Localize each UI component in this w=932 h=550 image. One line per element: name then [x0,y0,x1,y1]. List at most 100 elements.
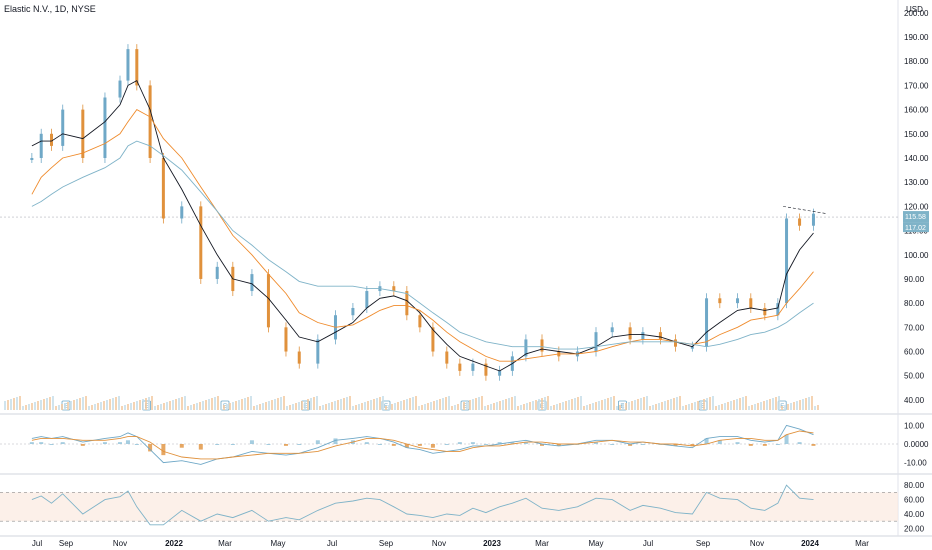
volume-bar [199,402,201,410]
volume-bar [94,404,96,410]
time-tick-label: Mar [535,539,549,548]
volume-bar [580,396,582,410]
volume-bar [367,401,369,410]
macd-histogram-bar [39,442,44,444]
volume-bar [187,406,189,410]
volume-bar [790,403,792,410]
rsi-tick-label: 80.00 [904,481,925,490]
volume-bar [151,396,153,410]
volume-bar [46,398,48,410]
volume-bar [13,398,15,410]
macd-histogram-bar [283,444,288,446]
macd-histogram-bar [797,442,802,444]
volume-bar [631,401,633,410]
candle-body [431,327,435,352]
volume-bar [721,404,723,410]
volume-bar [397,402,399,410]
volume-bar [7,400,9,410]
time-tick-label: 2023 [483,539,501,548]
volume-bar [421,405,423,410]
volume-bar [658,403,660,410]
macd-histogram-bar [658,444,663,445]
candle-body [458,363,462,371]
volume-bar [484,406,486,410]
time-tick-label: Sep [59,539,74,548]
volume-bar [169,401,171,410]
volume-bar [109,399,111,410]
macd-histogram-bar [510,442,515,444]
volume-bar [799,400,801,410]
volume-bar [220,406,222,410]
volume-bar [298,402,300,410]
volume-bar [166,402,168,410]
volume-bar [445,397,447,410]
volume-bar [547,396,549,410]
volume-bar [247,397,249,410]
time-tick-label: Nov [113,539,127,548]
macd-histogram-bar [430,444,435,448]
volume-bar [229,403,231,410]
volume-bar [67,402,69,410]
volume-bar [391,404,393,410]
volume-bar [727,402,729,410]
volume-bar [697,401,699,410]
volume-bar [28,404,30,410]
candle-body [749,298,753,308]
volume-bar [751,405,753,410]
volume-bar [457,404,459,410]
price-tick-label: 170.00 [904,81,929,90]
volume-bar [265,402,267,410]
volume-bar [778,396,780,410]
volume-bar [379,397,381,410]
volume-bar [427,403,429,410]
candle-body [39,133,43,158]
volume-bar [598,401,600,410]
volume-bar [454,405,456,410]
volume-bar [400,401,402,410]
volume-bar [670,399,672,410]
volume-bar [553,405,555,410]
volume-bar [745,396,747,410]
volume-bar [139,400,141,410]
macd-histogram-bar [640,444,645,445]
volume-bar [496,402,498,410]
volume-bar [565,401,567,410]
volume-bar [346,397,348,410]
candle-body [135,49,139,86]
candle-body [365,291,369,308]
volume-bar [388,405,390,410]
volume-bar [748,406,750,410]
macd-histogram-bar [704,438,709,444]
volume-bar [205,400,207,410]
macd-histogram-bar [134,444,139,445]
volume-bar [100,402,102,410]
candle-body [81,109,85,158]
volume-bar [322,405,324,410]
volume-bar [784,405,786,410]
volume-bar [148,397,150,410]
volume-bar [688,404,690,410]
volume-bar [268,401,270,410]
volume-bar [376,398,378,410]
volume-bar [667,400,669,410]
volume-bar [712,396,714,410]
volume-bar [235,401,237,410]
volume-bar [436,400,438,410]
volume-bar [10,399,12,410]
volume-bar [331,402,333,410]
volume-bar [361,403,363,410]
candle-body [103,97,107,158]
candle-body [798,218,802,226]
volume-bar [238,400,240,410]
macd-signal-line [31,430,814,460]
volume-bar [550,406,552,410]
candle-body [118,80,122,98]
volume-bar [271,400,273,410]
volume-bar [733,400,735,410]
volume-bar [505,399,507,410]
volume-bar [490,404,492,410]
volume-bar [532,401,534,410]
volume-bar [223,405,225,410]
volume-bar [634,400,636,410]
